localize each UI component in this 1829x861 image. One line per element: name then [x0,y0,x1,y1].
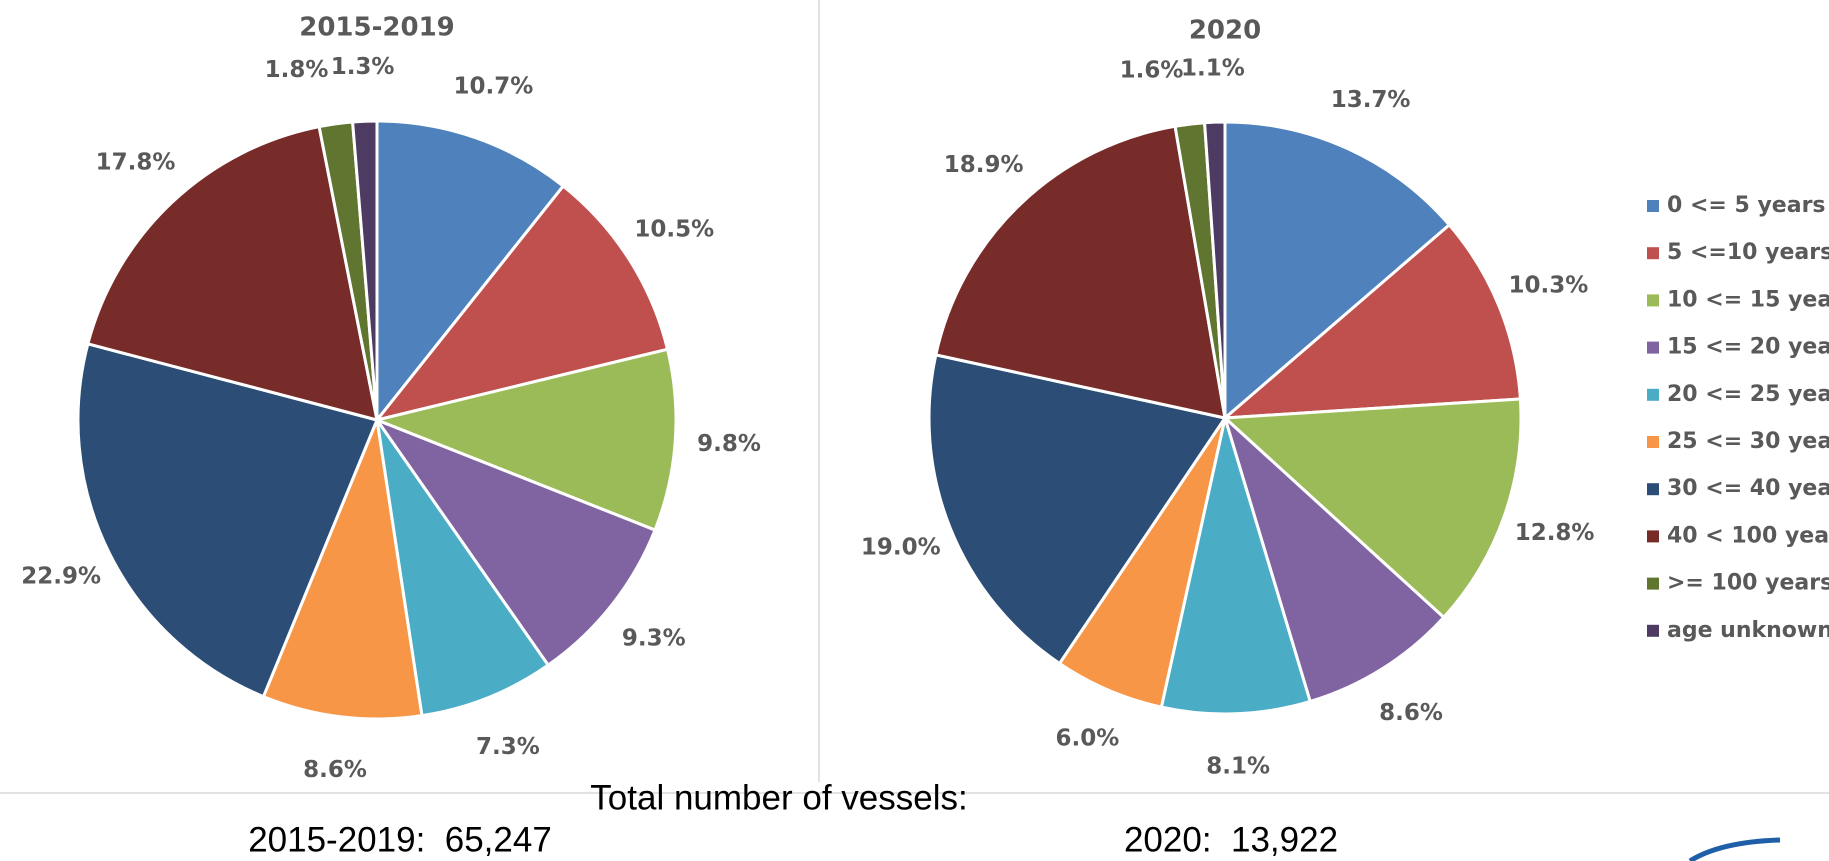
total: 2015-2019: 65,247 [248,820,552,859]
data-label: 1.1% [1181,55,1245,81]
data-label: 9.8% [697,431,761,457]
pie-slice [1222,413,1446,704]
data-label: 13.7% [1331,87,1411,113]
pie-slice [350,119,379,421]
legend-swatch [1647,294,1659,307]
data-label: 18.9% [944,152,1024,178]
legend-swatch [1647,388,1659,401]
legend-swatch [1647,483,1659,496]
data-label: 1.3% [331,54,395,80]
legend-label: 15 <= 20 years [1667,335,1829,360]
pie-slice [86,124,379,423]
data-label: 19.0% [861,534,941,560]
pie-slice [372,416,657,668]
data-label: 22.9% [21,564,101,590]
legend-swatch [1647,247,1659,260]
pie-slice [375,119,566,425]
legend-swatch [1647,577,1659,590]
legend-label: 0 <= 5 years [1667,193,1826,218]
legend-label: 30 <= 40 years [1667,476,1829,501]
data-label: 17.8% [96,149,176,175]
legend-label: 40 < 100 years [1667,523,1829,548]
pie-slice [375,419,551,718]
data-label: 7.3% [476,734,540,760]
data-label: 8.6% [303,757,367,783]
pie-slice [372,347,678,533]
data-label: 10.3% [1508,272,1588,298]
legend-label: age unknown [1667,618,1829,643]
data-label: 1.8% [265,57,329,83]
legend-swatch [1647,624,1659,637]
logo [1688,837,1781,861]
legend-swatch [1647,530,1659,543]
pie-slice [1220,222,1522,420]
data-label: 9.3% [622,625,686,651]
legend-label: 10 <= 15 years [1667,287,1829,312]
legend-label: >= 100 years [1667,571,1829,596]
chart-title: 2020 [1189,16,1261,46]
pie-slice [934,124,1227,420]
pie-slice [927,353,1228,666]
pie-slice [261,414,424,721]
data-label: 12.8% [1515,520,1595,546]
data-label: 10.7% [453,73,533,99]
legend-label: 25 <= 30 years [1667,429,1829,454]
legend-swatch [1647,436,1659,448]
data-label: 10.5% [634,217,714,243]
total: 2020: 13,922 [1124,820,1338,859]
pie-slice [1223,120,1452,422]
data-label: 6.0% [1056,726,1120,752]
pie-slice [1202,120,1227,419]
legend-swatch [1647,200,1659,212]
chart-title: 2015-2019 [299,13,455,43]
pie-slice [1159,412,1313,716]
legend-swatch [1647,341,1659,354]
pie-slice [373,183,670,423]
data-label: 8.1% [1206,754,1270,780]
pie-slice [76,341,380,699]
legend-label: 20 <= 25 years [1667,382,1829,407]
pie-slice [1221,397,1523,620]
data-label: 1.6% [1120,58,1184,84]
footer-heading: Total number of vessels: [590,778,967,817]
legend-label: 5 <=10 years [1667,240,1829,265]
data-label: 8.6% [1379,700,1443,726]
